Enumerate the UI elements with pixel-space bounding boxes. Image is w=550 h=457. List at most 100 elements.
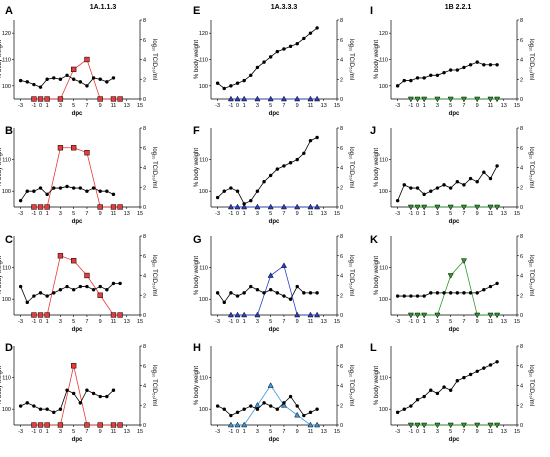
y2-tick-label: 6 xyxy=(520,38,523,44)
weight-point xyxy=(315,26,319,30)
weight-point xyxy=(435,391,440,396)
weight-point xyxy=(482,288,486,292)
panel-letter: L xyxy=(370,342,377,354)
titer-point xyxy=(267,272,274,278)
weight-point xyxy=(455,291,460,295)
x-tick-label: 7 xyxy=(462,429,465,435)
weight-line xyxy=(20,282,121,304)
x-tick-label: 3 xyxy=(256,103,259,109)
weight-point xyxy=(282,164,286,168)
titer-point xyxy=(307,203,314,210)
titer-point xyxy=(280,262,287,268)
weight-point xyxy=(435,73,440,78)
x-tick-label: 15 xyxy=(137,319,143,325)
y-axis-label: % body weight xyxy=(374,256,380,295)
weight-point xyxy=(98,189,102,193)
x-tick-label: 13 xyxy=(321,319,327,325)
weight-point xyxy=(45,77,49,81)
x-tick-label: 3 xyxy=(436,211,439,217)
panel-letter: A xyxy=(5,5,13,17)
y-axis-label: % body weight xyxy=(374,40,380,79)
titer-point xyxy=(407,312,414,319)
y2-tick-label: 6 xyxy=(340,254,343,260)
titer-point xyxy=(110,422,117,428)
titer-point xyxy=(494,204,501,211)
weight-point xyxy=(302,291,306,295)
weight-point xyxy=(105,189,109,193)
weight-point xyxy=(25,189,29,193)
titer-point xyxy=(227,95,234,102)
titer-point xyxy=(434,422,441,429)
x-tick-label: 9 xyxy=(476,211,479,217)
panel-letter: B xyxy=(5,125,13,137)
weight-point xyxy=(415,186,420,190)
y-axis-label: % body weight xyxy=(0,40,3,79)
x-tick-label: 3 xyxy=(59,103,62,109)
weight-point xyxy=(25,401,29,405)
weight-point xyxy=(85,84,89,88)
x-tick-label: -1 xyxy=(228,103,233,109)
weight-point xyxy=(435,186,440,190)
panel-letter: D xyxy=(5,342,13,354)
y-axis-label: % body weight xyxy=(194,256,200,295)
weight-point xyxy=(275,407,280,411)
titer-point xyxy=(57,96,64,102)
weight-point xyxy=(288,44,293,49)
y2-tick-label: 8 xyxy=(340,234,343,240)
titer-point xyxy=(314,421,321,428)
weight-point xyxy=(462,183,466,187)
weight-point xyxy=(395,410,400,415)
y-axis-label: % body weight xyxy=(374,366,380,405)
y2-tick-label: 0 xyxy=(340,205,343,211)
x-tick-label: 3 xyxy=(59,429,62,435)
weight-point xyxy=(229,186,233,190)
weight-point xyxy=(275,49,280,54)
x-tick-label: -3 xyxy=(395,429,400,435)
weight-point xyxy=(65,73,69,78)
weight-point xyxy=(222,407,226,411)
x-tick-label: -1 xyxy=(408,103,413,109)
y2-tick-label: 4 xyxy=(143,58,146,64)
x-tick-label: 9 xyxy=(99,211,102,217)
y-tick-label: 100 xyxy=(2,189,11,195)
titer-point xyxy=(57,422,64,428)
weight-point xyxy=(482,366,486,370)
weight-point xyxy=(249,73,253,78)
x-tick-label: 11 xyxy=(308,319,314,325)
titer-point xyxy=(110,312,117,318)
titer-point xyxy=(71,66,77,73)
titer-point xyxy=(294,95,301,102)
y2-tick-label: 4 xyxy=(340,384,343,390)
weight-point xyxy=(468,63,473,67)
x-tick-label: 5 xyxy=(449,319,452,325)
x-tick-label: 1 xyxy=(243,103,246,109)
y-axis-label: % body weight xyxy=(0,256,3,295)
x-tick-label: 9 xyxy=(296,319,299,325)
titer-point xyxy=(227,203,234,210)
weight-point xyxy=(268,55,273,59)
x-tick-label: 13 xyxy=(124,211,130,217)
weight-point xyxy=(91,186,96,190)
weight-point xyxy=(262,180,266,184)
weight-point xyxy=(409,78,413,83)
y2-tick-label: 2 xyxy=(520,185,523,191)
x-tick-label: 11 xyxy=(308,211,314,217)
weight-point xyxy=(275,167,280,171)
x-tick-label: 7 xyxy=(282,319,285,325)
weight-point xyxy=(475,291,479,295)
weight-point xyxy=(495,360,499,364)
weight-point xyxy=(455,180,460,184)
x-tick-label: 3 xyxy=(256,319,259,325)
y2-tick-label: 4 xyxy=(340,58,343,64)
titer-point xyxy=(474,312,481,319)
weight-line xyxy=(397,61,498,87)
weight-point xyxy=(71,77,76,81)
y2-tick-label: 6 xyxy=(143,364,146,370)
x-axis-label: dpc xyxy=(449,437,460,443)
x-tick-label: 0 xyxy=(416,211,419,217)
titer-point xyxy=(447,96,454,103)
y2-tick-label: 0 xyxy=(520,423,523,429)
y2-tick-label: 8 xyxy=(143,18,146,24)
panel-letter: C xyxy=(5,234,13,246)
